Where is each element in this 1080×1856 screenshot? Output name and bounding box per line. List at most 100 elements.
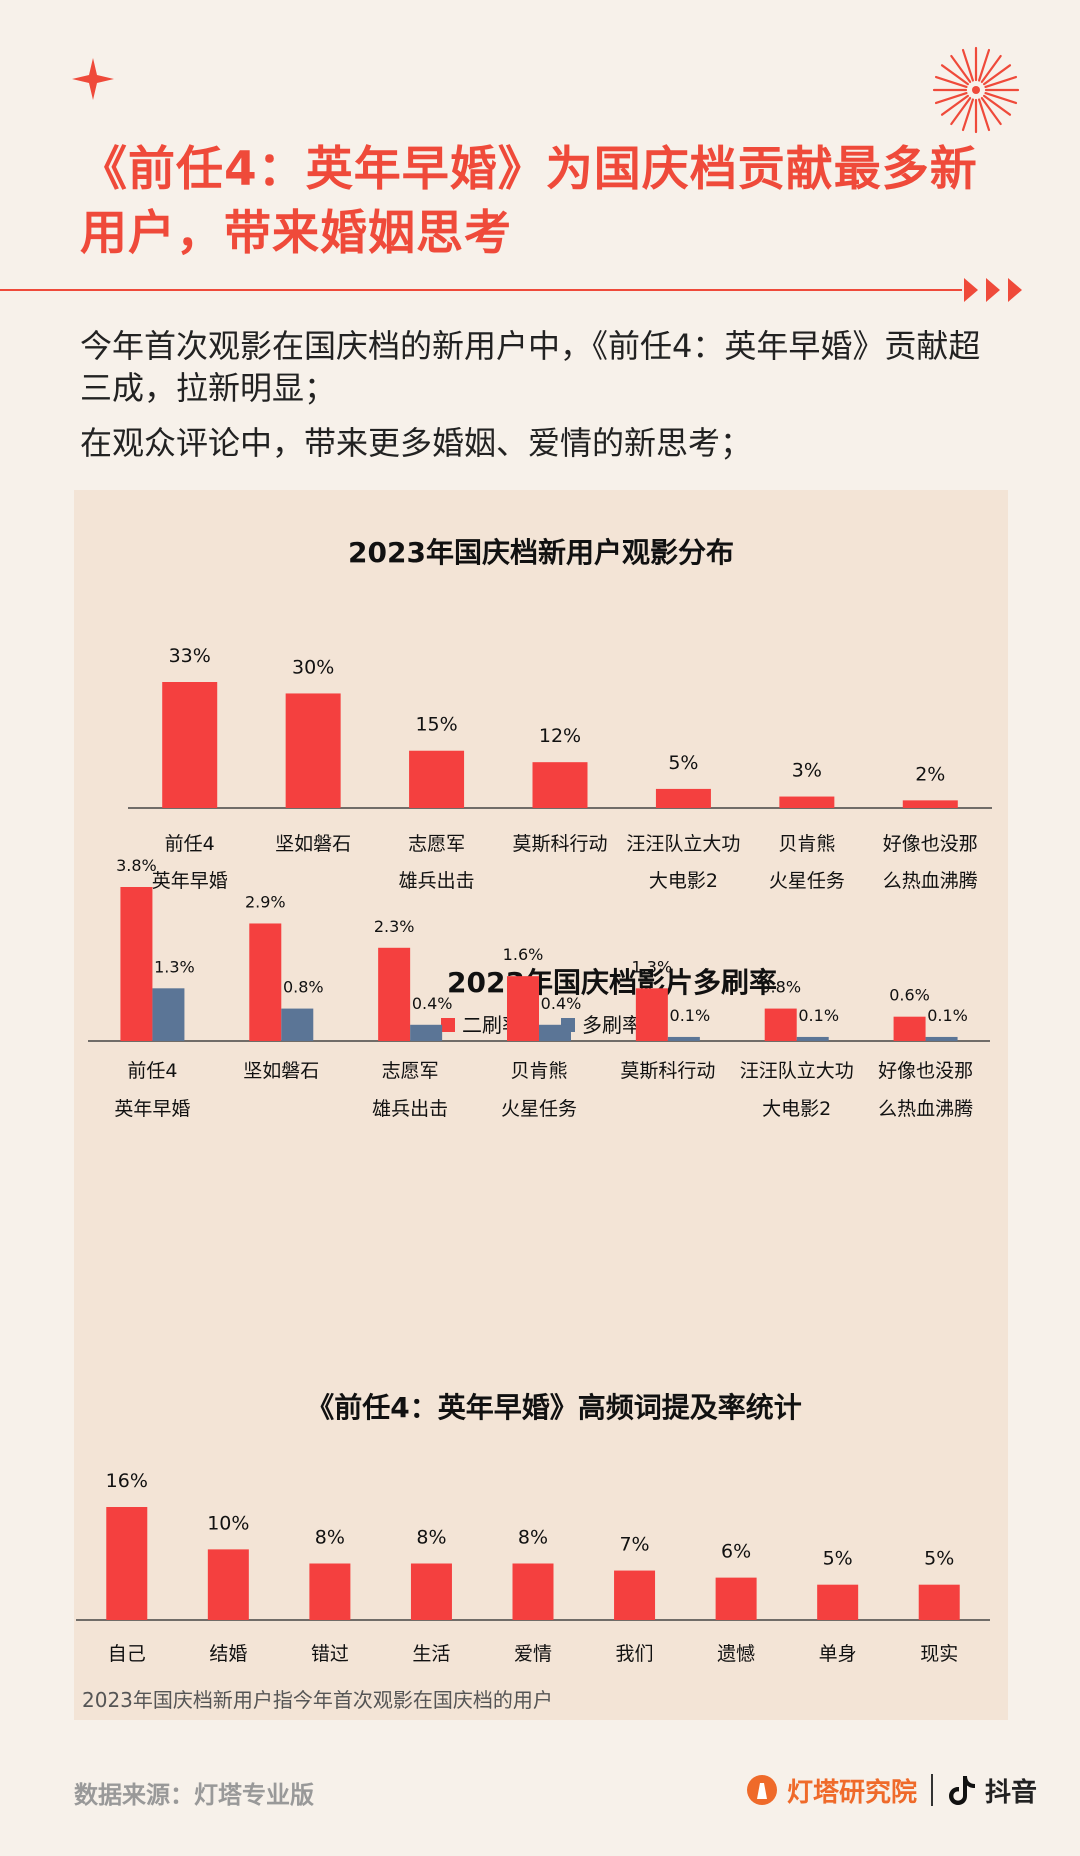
category-label: 生活 — [412, 1643, 450, 1665]
data-label: 0.1% — [670, 1006, 711, 1025]
category-label: 汪汪队立大功 — [740, 1060, 854, 1082]
category-label: 坚如磐石 — [243, 1060, 319, 1082]
bar — [309, 1563, 351, 1620]
data-label: 30% — [292, 656, 334, 678]
bar-multi-view — [796, 1036, 829, 1041]
data-label: 2.3% — [374, 917, 415, 936]
category-label: 结婚 — [209, 1643, 247, 1665]
bar — [655, 788, 711, 808]
bar — [409, 750, 465, 808]
category-label: 志愿军 — [408, 833, 465, 855]
intro-text-2: 在观众评论中，带来更多婚姻、爱情的新思考； — [80, 424, 753, 462]
category-label: 么热血沸腾 — [883, 870, 978, 892]
bar-second-view — [507, 976, 539, 1041]
data-label: 1.6% — [503, 945, 544, 964]
douyin-logo-icon — [949, 1776, 976, 1805]
category-label: 爱情 — [514, 1643, 552, 1665]
firework-icon — [932, 46, 1020, 134]
category-label: 遗憾 — [717, 1643, 755, 1665]
category-label: 错过 — [311, 1643, 349, 1665]
page-title: 《前任4：英年早婚》为国庆档贡献最多新用户，带来婚姻思考 — [80, 142, 978, 261]
bar — [285, 693, 341, 808]
data-label: 8% — [416, 1527, 446, 1549]
category-label: 雄兵出击 — [372, 1098, 448, 1120]
bar-second-view — [635, 988, 668, 1041]
data-label: 1.3% — [632, 957, 673, 976]
footnote: 2023年国庆档新用户指今年首次观影在国庆档的用户 — [82, 1688, 553, 1712]
category-label: 单身 — [819, 1643, 857, 1665]
bar — [106, 1507, 148, 1620]
data-label: 2.9% — [245, 892, 286, 911]
bar-second-view — [893, 1016, 926, 1041]
category-label: 么热血沸腾 — [878, 1098, 973, 1120]
intro-text-1: 今年首次观影在国庆档的新用户中，《前任4：英年早婚》贡献超三成，拉新明显； — [80, 327, 981, 407]
bar — [779, 796, 835, 808]
bar — [715, 1577, 757, 1620]
bar-multi-view — [667, 1036, 700, 1041]
data-label: 33% — [169, 645, 211, 667]
data-label: 5% — [924, 1548, 954, 1570]
data-label: 7% — [619, 1534, 649, 1556]
triple-arrow-icon — [964, 278, 1022, 302]
bar-second-view — [764, 1008, 797, 1041]
bar-second-view — [249, 923, 282, 1041]
brand-separator — [931, 1774, 934, 1806]
category-label: 现实 — [920, 1643, 958, 1665]
category-label: 英年早婚 — [114, 1098, 190, 1120]
bar — [207, 1549, 249, 1620]
category-label: 前任4 — [127, 1060, 177, 1082]
bar — [614, 1570, 656, 1620]
sparkle-star-icon — [72, 58, 114, 100]
divider — [0, 289, 962, 291]
bar — [918, 1584, 960, 1620]
data-source: 数据来源：灯塔专业版 — [74, 1781, 314, 1809]
data-label: 2% — [915, 763, 945, 785]
category-label: 贝肯熊 — [510, 1060, 567, 1082]
data-label: 3.8% — [116, 856, 157, 875]
data-label: 0.1% — [927, 1006, 968, 1025]
data-label: 1.3% — [154, 957, 195, 976]
data-label: 15% — [415, 714, 457, 736]
data-label: 0.8% — [760, 978, 801, 997]
category-label: 英年早婚 — [152, 870, 228, 892]
category-label: 志愿军 — [382, 1060, 439, 1082]
category-label: 雄兵出击 — [399, 870, 475, 892]
data-label: 5% — [823, 1548, 853, 1570]
bar — [410, 1563, 452, 1620]
category-label: 前任4 — [165, 833, 215, 855]
bar-multi-view — [152, 988, 185, 1041]
data-label: 3% — [792, 760, 822, 782]
category-label: 坚如磐石 — [275, 833, 351, 855]
category-label: 自己 — [108, 1643, 146, 1665]
category-label: 火星任务 — [501, 1098, 577, 1120]
bar — [512, 1563, 554, 1620]
chart-title: 《前任4：英年早婚》高频词提及率统计 — [306, 1391, 802, 1424]
category-label: 汪汪队立大功 — [626, 833, 740, 855]
chart-title: 2023年国庆档影片多刷率 — [447, 966, 777, 999]
charts-canvas: 2023年国庆档新用户观影分布33%前任4英年早婚30%坚如磐石15%志愿军雄兵… — [76, 536, 992, 1665]
data-label: 0.1% — [798, 1006, 839, 1025]
data-label: 6% — [721, 1541, 751, 1563]
data-label: 0.6% — [889, 986, 930, 1005]
legend-swatch — [441, 1018, 455, 1032]
data-label: 0.4% — [541, 994, 582, 1013]
legend-label: 多刷率 — [582, 1013, 642, 1037]
category-label: 贝肯熊 — [778, 833, 835, 855]
category-label: 大电影2 — [762, 1098, 831, 1120]
bar-multi-view — [410, 1024, 443, 1041]
bar — [532, 762, 588, 808]
category-label: 莫斯科行动 — [512, 833, 607, 855]
category-label: 好像也没那 — [883, 833, 978, 855]
brand-name: 灯塔研究院 — [787, 1777, 918, 1808]
category-label: 我们 — [616, 1643, 654, 1665]
bar — [817, 1584, 859, 1620]
bar-second-view — [378, 947, 411, 1041]
bar — [162, 682, 218, 808]
data-label: 8% — [518, 1527, 548, 1549]
category-label: 好像也没那 — [878, 1060, 973, 1082]
brand-bar: 灯塔研究院 抖音 — [745, 1770, 1037, 1810]
data-label: 16% — [106, 1470, 148, 1492]
category-label: 火星任务 — [769, 870, 845, 892]
bar-multi-view — [539, 1024, 571, 1041]
